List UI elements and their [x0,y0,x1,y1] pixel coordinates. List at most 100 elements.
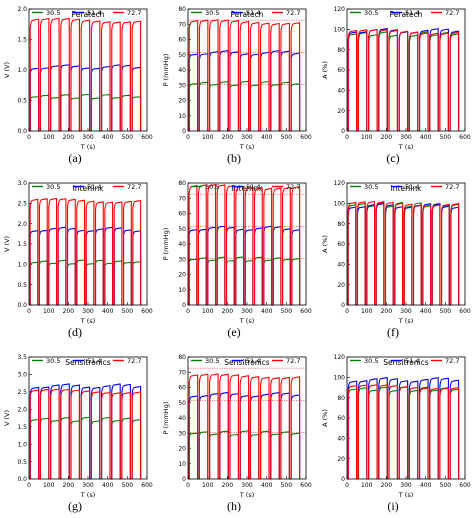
x-axis-label: T (s) [80,143,96,151]
legend-label: 51.4 [87,9,101,17]
plot-frame [346,356,466,480]
caption-b: (b) [227,151,241,165]
y-tick-label: 30 [178,82,186,89]
legend-label: 30.5 [364,183,378,191]
x-axis-label: T (s) [80,491,96,499]
x-tick-label: 100 [202,134,214,141]
x-tick-label: 200 [63,308,75,315]
panel-title: Interlink [73,184,105,193]
legend-label: 72.7 [445,357,459,365]
series-line-30-5 [188,80,301,132]
caption-d: (d) [68,325,82,339]
x-tick-label: 200 [222,308,234,315]
panel-title: Sensitronics [65,358,111,367]
y-axis-label: A (%) [321,235,329,253]
series-line-72-7 [188,184,301,306]
caption-c: (c) [386,151,400,165]
x-tick-label: 0 [345,134,349,141]
x-tick-label: 100 [43,482,55,489]
x-tick-label: 200 [63,134,75,141]
x-tick-label: 0 [27,134,31,141]
y-axis-label: V (V) [3,410,11,426]
legend-label: 72.7 [445,183,459,191]
x-tick-label: 300 [82,134,94,141]
series-line-72-7 [29,388,142,480]
y-tick-label: 1.0 [17,262,27,269]
series-line-51-4 [347,27,460,132]
x-axis-label: T (s) [398,491,414,499]
y-tick-label: 0 [341,302,345,309]
y-tick-label: 0 [182,302,186,309]
x-tick-label: 100 [361,308,373,315]
x-tick-label: 200 [381,482,393,489]
x-tick-label: 500 [440,482,452,489]
series-line-30-5 [188,430,301,480]
x-tick-label: 400 [102,308,114,315]
x-axis-label: T (s) [80,317,96,325]
legend-label: 72.7 [286,357,300,365]
y-tick-label: 20 [337,456,345,463]
series-line-72-7 [188,373,301,480]
legend-label: 72.7 [127,357,141,365]
plot-frame [346,8,466,132]
y-tick-label: 20 [337,108,345,115]
x-tick-label: 500 [281,482,293,489]
y-tick-label: 0 [182,128,186,135]
x-tick-label: 400 [420,482,432,489]
x-tick-label: 500 [440,308,452,315]
y-tick-label: 1.0 [17,67,27,74]
plot-frame [346,182,466,306]
y-tick-label: 60 [178,211,186,218]
series-line-51-4 [29,383,142,480]
legend-label: 51.4 [246,183,260,191]
y-axis-label: V (V) [3,236,11,252]
y-tick-label: 120 [334,180,346,187]
y-tick-label: 40 [337,88,345,95]
y-tick-label: 60 [178,37,186,44]
y-tick-label: 30 [178,256,186,263]
x-axis-label: T (s) [398,143,414,151]
x-tick-label: 100 [361,482,373,489]
y-tick-label: 40 [178,67,186,74]
legend-label: 72.7 [445,9,459,17]
panel-title: Sensitronics [383,358,429,367]
legend-label: 51.4 [405,183,419,191]
y-tick-label: 50 [178,226,186,233]
x-tick-label: 0 [186,482,190,489]
y-axis-label: P (mmHg) [162,54,170,87]
plot-frame [187,182,307,306]
y-tick-label: 0 [341,476,345,483]
y-tick-label: 0.5 [17,282,27,289]
y-tick-label: 20 [178,98,186,105]
x-tick-label: 300 [400,482,412,489]
legend-label: 30.5 [364,9,378,17]
panel-title: Peratech [390,10,423,19]
y-tick-label: 1.5 [17,241,27,248]
x-tick-label: 100 [361,134,373,141]
plot-frame [28,8,148,132]
y-tick-label: 2.0 [17,406,27,413]
legend-label: 30.5 [364,357,378,365]
x-tick-label: 0 [345,482,349,489]
panel-d: Interlink V (V) T (s) 0.0 0.5 1.0 1.5 2.0 2.5 3.0… [3,180,153,325]
x-tick-label: 600 [459,482,471,489]
x-tick-label: 400 [102,482,114,489]
y-tick-label: 60 [337,241,345,248]
panel-f: Interlink A (%) T (s) 0 20 40 60 80 100 120 0 100 20… [321,180,471,325]
y-tick-label: 0.0 [17,302,27,309]
series-line-72-7 [188,19,301,132]
legend-label: 72.7 [127,183,141,191]
legend-label: 72.7 [286,183,300,191]
x-tick-label: 400 [261,482,273,489]
y-tick-label: 1.0 [17,441,27,448]
series-line-72-7 [347,384,460,480]
x-axis-label: T (s) [239,491,255,499]
series-line-30-5 [347,31,460,132]
legend-label: 72.7 [127,9,141,17]
plot-frame [28,356,148,480]
legend-label: 51.4 [246,9,260,17]
y-tick-label: 3.0 [17,180,27,187]
caption-g: (g) [68,499,82,513]
y-tick-label: 120 [334,6,346,13]
